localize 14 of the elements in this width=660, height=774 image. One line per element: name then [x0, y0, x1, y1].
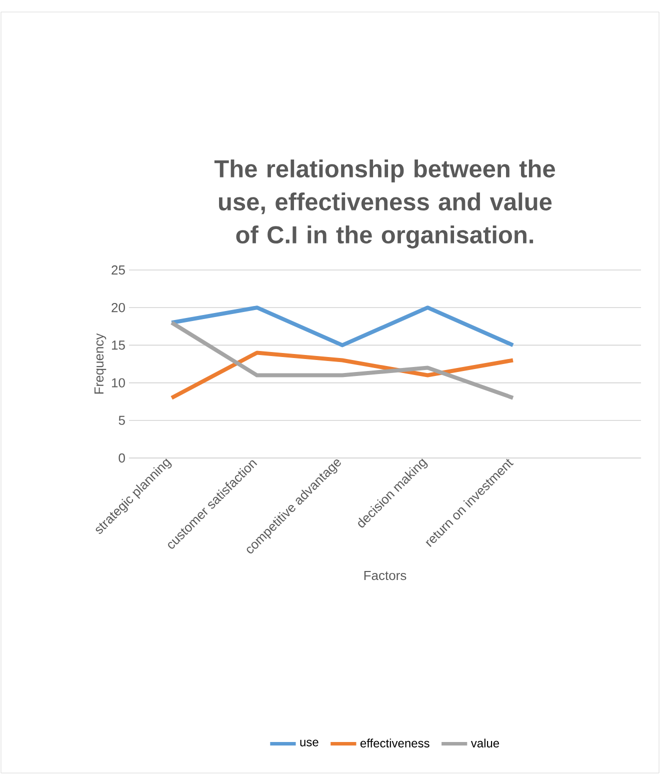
- y-axis-title: Frequency: [94, 333, 106, 394]
- legend-label: value: [470, 738, 500, 748]
- chart-title: The relationship between the use, effectiveness and value of C.I in the organisation.: [214, 160, 555, 248]
- y-tick-label: 10: [112, 378, 125, 388]
- legend-label: use: [300, 740, 318, 746]
- y-tick-label: 0: [118, 453, 125, 463]
- line-series: [170, 350, 515, 400]
- y-tick-label: 15: [112, 340, 125, 350]
- legend-label: effectiveness: [360, 738, 430, 748]
- y-tick-label: 20: [112, 302, 125, 312]
- x-axis-title: Factors: [364, 571, 406, 580]
- line-series: [170, 320, 515, 400]
- y-tick-label: 25: [112, 265, 125, 275]
- y-tick-label: 5: [118, 416, 125, 425]
